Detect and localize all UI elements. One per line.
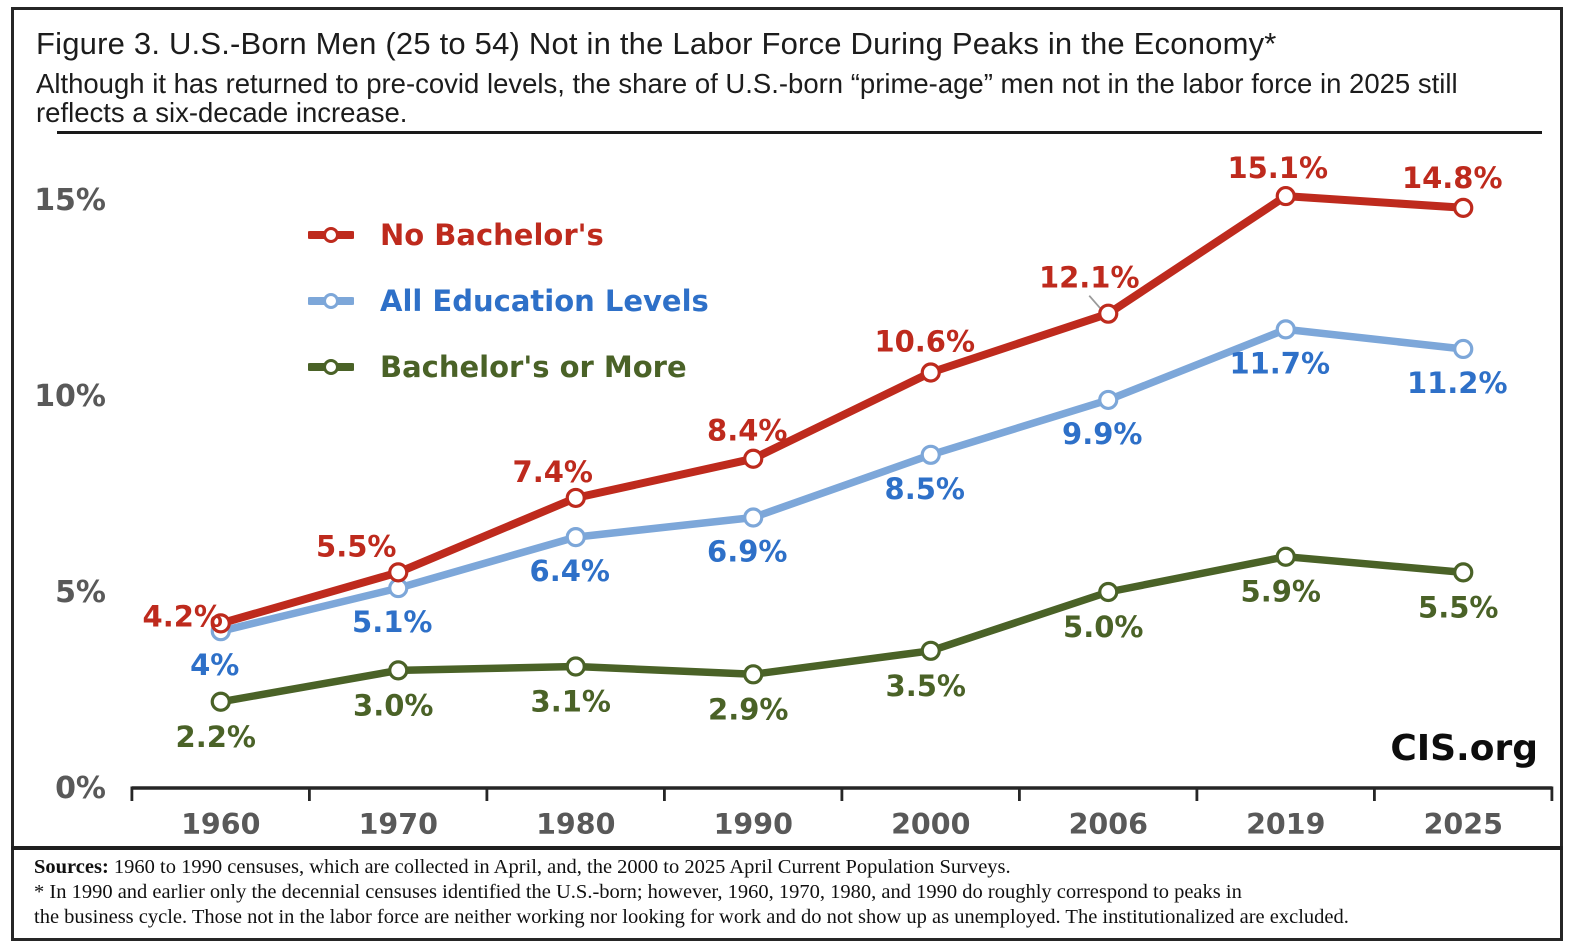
data-label-all-education-levels-1980: 6.4% bbox=[530, 554, 610, 588]
series-line-bachelor-s-or-more bbox=[217, 552, 1468, 706]
data-point-no-bachelor-s-2000 bbox=[920, 362, 941, 383]
x-tick-label-1960: 1960 bbox=[181, 808, 260, 841]
data-point-bachelor-s-or-more-2019 bbox=[1275, 546, 1296, 567]
data-label-no-bachelor-s-2025: 14.8% bbox=[1402, 161, 1503, 195]
subtitle-line-2: reflects a six-decade increase. bbox=[36, 97, 408, 128]
data-point-bachelor-s-or-more-1980 bbox=[565, 656, 586, 677]
x-tick-label-2025: 2025 bbox=[1424, 808, 1503, 841]
legend-marker-icon bbox=[308, 293, 354, 309]
legend-label-bachelor-s-or-more: Bachelor's or More bbox=[380, 350, 687, 384]
title-divider-line bbox=[57, 131, 1542, 134]
x-tick-label-1990: 1990 bbox=[714, 808, 793, 841]
data-point-all-education-levels-1990 bbox=[743, 507, 764, 528]
data-label-no-bachelor-s-1990: 8.4% bbox=[707, 414, 787, 448]
y-tick-label-15%: 15% bbox=[34, 183, 106, 218]
footer-divider-line bbox=[11, 846, 1563, 850]
y-tick-label-10%: 10% bbox=[34, 379, 106, 414]
data-point-all-education-levels-2025 bbox=[1453, 338, 1474, 360]
data-label-all-education-levels-1970: 5.1% bbox=[352, 605, 432, 639]
data-label-all-education-levels-2006: 9.9% bbox=[1062, 417, 1142, 451]
data-point-all-education-levels-2006 bbox=[1098, 389, 1119, 411]
x-tick-label-2000: 2000 bbox=[891, 808, 970, 841]
figure-subtitle: Although it has returned to pre-covid le… bbox=[36, 69, 1546, 127]
legend-item-bachelor-s-or-more: Bachelor's or More bbox=[308, 346, 709, 388]
series-line-no-bachelor-s bbox=[216, 192, 1468, 628]
note-line-2: the business cycle. Those not in the lab… bbox=[34, 906, 1349, 928]
data-label-bachelor-s-or-more-1980: 3.1% bbox=[531, 684, 611, 718]
data-label-bachelor-s-or-more-1990: 2.9% bbox=[708, 692, 788, 726]
data-point-no-bachelor-s-2006 bbox=[1098, 303, 1119, 324]
data-label-no-bachelor-s-2006: 12.1% bbox=[1039, 261, 1140, 295]
legend-label-no-bachelor-s: No Bachelor's bbox=[380, 218, 604, 252]
data-point-all-education-levels-2000 bbox=[920, 444, 941, 465]
legend-item-all-education-levels: All Education Levels bbox=[308, 280, 709, 322]
x-tick-label-1970: 1970 bbox=[359, 808, 438, 841]
data-label-bachelor-s-or-more-2025: 5.5% bbox=[1418, 590, 1498, 624]
data-point-bachelor-s-or-more-1960 bbox=[210, 691, 231, 712]
data-point-no-bachelor-s-1970 bbox=[388, 562, 409, 583]
data-label-no-bachelor-s-1960: 4.2% bbox=[143, 599, 223, 633]
x-tick-label-2006: 2006 bbox=[1069, 808, 1148, 841]
data-label-all-education-levels-2025: 11.2% bbox=[1407, 366, 1508, 400]
data-label-all-education-levels-1990: 6.9% bbox=[707, 535, 787, 569]
footnotes: Sources: 1960 to 1990 censuses, which ar… bbox=[34, 855, 1544, 930]
data-label-all-education-levels-1960: 4% bbox=[190, 648, 239, 682]
data-label-bachelor-s-or-more-2006: 5.0% bbox=[1063, 610, 1143, 644]
data-point-no-bachelor-s-1990 bbox=[743, 448, 764, 469]
data-point-bachelor-s-or-more-2025 bbox=[1453, 562, 1474, 583]
chart-legend: No Bachelor's All Education Levels Bachelo… bbox=[308, 214, 709, 412]
data-point-bachelor-s-or-more-2000 bbox=[920, 640, 941, 661]
data-point-bachelor-s-or-more-1990 bbox=[743, 664, 764, 685]
legend-label-all-education-levels: All Education Levels bbox=[380, 284, 709, 318]
note-line-1: * In 1990 and earlier only the decennial… bbox=[34, 881, 1242, 903]
data-point-no-bachelor-s-1960 bbox=[210, 613, 231, 634]
data-point-no-bachelor-s-1980 bbox=[565, 487, 586, 509]
data-label-bachelor-s-or-more-1960: 2.2% bbox=[176, 720, 256, 754]
sources-label: Sources: bbox=[34, 856, 109, 878]
data-point-bachelor-s-or-more-1970 bbox=[388, 660, 409, 681]
data-label-no-bachelor-s-1980: 7.4% bbox=[513, 455, 593, 489]
data-point-bachelor-s-or-more-2006 bbox=[1098, 581, 1119, 603]
sources-text: 1960 to 1990 censuses, which are collect… bbox=[108, 856, 1011, 878]
data-point-no-bachelor-s-2025 bbox=[1453, 197, 1474, 218]
legend-marker-icon bbox=[308, 227, 354, 243]
y-tick-label-0%: 0% bbox=[55, 771, 106, 806]
legend-item-no-bachelor-s: No Bachelor's bbox=[308, 214, 709, 256]
data-label-all-education-levels-2019: 11.7% bbox=[1229, 346, 1330, 380]
data-label-no-bachelor-s-1970: 5.5% bbox=[316, 529, 396, 563]
data-point-all-education-levels-2019 bbox=[1275, 319, 1296, 340]
series-line-all-education-levels bbox=[217, 325, 1468, 635]
data-point-all-education-levels-1980 bbox=[565, 527, 586, 548]
cis-org-watermark: CIS.org bbox=[1390, 728, 1538, 769]
sources-line: Sources: 1960 to 1990 censuses, which ar… bbox=[34, 855, 1544, 880]
legend-marker-icon bbox=[308, 359, 354, 375]
data-label-all-education-levels-2000: 8.5% bbox=[885, 472, 965, 506]
data-label-bachelor-s-or-more-2000: 3.5% bbox=[886, 669, 966, 703]
x-tick-label-1980: 1980 bbox=[536, 808, 615, 841]
y-tick-label-5%: 5% bbox=[55, 575, 106, 610]
data-label-bachelor-s-or-more-2019: 5.9% bbox=[1241, 575, 1321, 609]
data-label-no-bachelor-s-2000: 10.6% bbox=[874, 324, 975, 358]
figure-title: Figure 3. U.S.-Born Men (25 to 54) Not i… bbox=[36, 26, 1277, 61]
subtitle-line-1: Although it has returned to pre-covid le… bbox=[36, 68, 1458, 99]
data-point-no-bachelor-s-2019 bbox=[1275, 185, 1296, 207]
x-tick-label-2019: 2019 bbox=[1246, 808, 1325, 841]
data-label-no-bachelor-s-2019: 15.1% bbox=[1227, 151, 1328, 185]
data-label-bachelor-s-or-more-1970: 3.0% bbox=[353, 688, 433, 722]
